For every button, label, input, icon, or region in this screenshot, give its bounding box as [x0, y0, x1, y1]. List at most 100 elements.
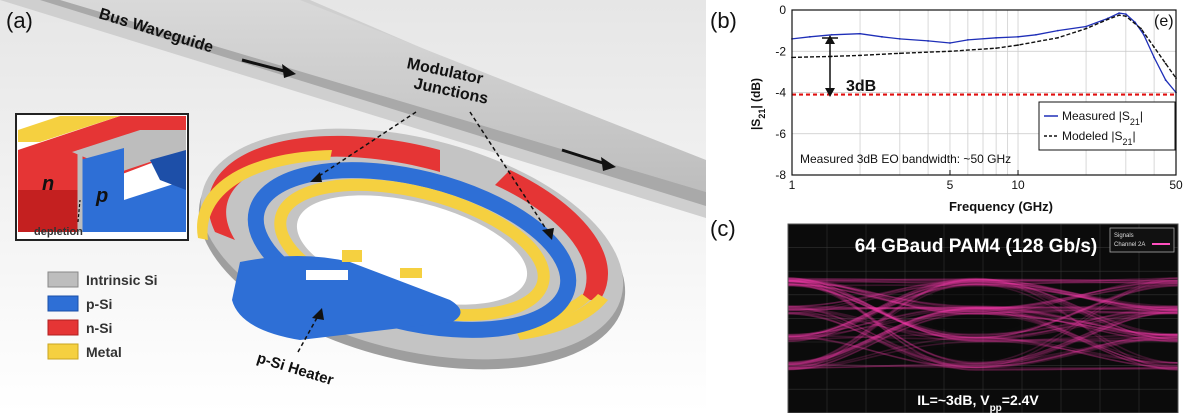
- inset-depletion-label: depletion: [34, 226, 83, 238]
- legend-swatch-p-si: [47, 295, 79, 312]
- eye-trace: [787, 277, 1179, 364]
- eye-trace: [787, 312, 1179, 338]
- eye-trace: [787, 278, 1179, 370]
- legend-p-si: p-Si: [86, 296, 112, 312]
- panel-c-label: (c): [710, 216, 736, 241]
- eye-trace: [787, 283, 1179, 315]
- eye-trace: [787, 277, 1179, 342]
- eye-trace: [787, 308, 1179, 340]
- eye-trace: [787, 278, 1179, 282]
- measured-point: [1124, 13, 1127, 16]
- eye-trace: [787, 279, 1179, 366]
- eye-trace: [787, 308, 1179, 368]
- x-axis-label: Frequency (GHz): [949, 199, 1053, 214]
- eye-trace: [787, 280, 1179, 339]
- svg-text:Signals: Signals: [1114, 233, 1134, 239]
- measured-point: [1085, 25, 1087, 28]
- x-tick-label: 1: [789, 178, 796, 192]
- measured-point: [1118, 12, 1120, 14]
- y-tick-label: -8: [775, 168, 786, 182]
- eye-trace: [787, 277, 1179, 364]
- p-si-heater: [232, 256, 461, 340]
- eye-trace: [787, 283, 1179, 364]
- legend-metal: Metal: [86, 344, 122, 360]
- panel-a-label: (a): [6, 8, 33, 33]
- legend-modeled: Modeled |S21|: [1062, 129, 1136, 147]
- eye-trace: [787, 280, 1179, 311]
- eye-trace: [787, 305, 1179, 368]
- 3db-label: 3dB: [846, 78, 876, 95]
- eye-trace: [787, 283, 1179, 340]
- y-tick-label: 0: [779, 3, 786, 17]
- eye-trace: [787, 279, 1179, 341]
- eye-trace: [787, 281, 1179, 310]
- inset-n-label: n: [42, 173, 54, 195]
- eye-trace: [787, 279, 1179, 314]
- x-tick-label: 10: [1011, 178, 1025, 192]
- panel-b: (b) |S21| (dB) Frequency (GHz) 1 5 10 50 0 -2…: [706, 0, 1188, 215]
- eye-trace: [787, 278, 1179, 311]
- device-illustration: (a) Bus Waveguide Modulator Junctions p-…: [0, 0, 706, 413]
- eye-trace: [787, 305, 1179, 341]
- eye-trace: [787, 277, 1179, 315]
- eye-trace: [787, 282, 1179, 364]
- eye-trace: [787, 283, 1179, 312]
- measured-point: [927, 40, 929, 42]
- modeled-point: [1107, 18, 1109, 21]
- eye-trace: [787, 308, 1179, 370]
- measured-point: [966, 39, 969, 41]
- eye-opening: [932, 289, 1020, 303]
- y-tick-label: -2: [775, 44, 786, 58]
- panel-b-label: (b): [710, 8, 737, 33]
- eye-trace: [787, 307, 1179, 366]
- eye-trace: [787, 278, 1179, 311]
- eye-trace: [787, 283, 1179, 364]
- legend-swatch-metal: [47, 343, 79, 360]
- modeled-point: [1140, 27, 1142, 30]
- panel-c: (c) 64 GBaud PAM4 (128 Gb/s) Signals Cha…: [706, 212, 1188, 414]
- eye-trace: [787, 280, 1179, 337]
- legend-measured: Measured |S21|: [1062, 109, 1143, 127]
- bus-waveguide-shadow: [0, 0, 706, 218]
- measured-point: [808, 35, 811, 38]
- series-modeled: [791, 14, 1177, 79]
- eye-trace: [787, 311, 1179, 371]
- eye-trace: [787, 277, 1179, 284]
- measured-point: [1017, 35, 1019, 38]
- x-tick-label: 50: [1169, 178, 1183, 192]
- eye-trace: [787, 278, 1179, 369]
- eye-trace: [787, 282, 1179, 339]
- y-tick-label: -6: [775, 127, 786, 141]
- modeled-point: [1153, 46, 1155, 49]
- measured-point: [898, 37, 901, 40]
- eye-trace: [787, 280, 1179, 369]
- eye-opening: [932, 345, 1020, 359]
- y-axis-label: |S21| (dB): [749, 78, 767, 130]
- chart-legend: Measured |S21| Modeled |S21|: [1038, 101, 1176, 151]
- measured-point: [949, 42, 951, 44]
- eye-trace: [787, 310, 1179, 367]
- eye-trace: [787, 306, 1179, 311]
- eye-trace: [787, 281, 1179, 314]
- measured-point: [1056, 29, 1059, 32]
- eye-trace: [787, 306, 1179, 368]
- eye-trace: [787, 305, 1179, 364]
- eye-trace: [787, 279, 1179, 341]
- legend-swatch-intrinsic: [47, 271, 79, 288]
- eye-trace: [787, 278, 1179, 338]
- modeled-point: [1085, 27, 1087, 30]
- legend-intrinsic-si: Intrinsic Si: [86, 272, 158, 288]
- eye-trace: [787, 339, 1179, 371]
- eye-trace: [787, 281, 1179, 338]
- eye-trace: [787, 309, 1179, 366]
- eye-trace: [787, 307, 1179, 365]
- light-direction-arrow: [241, 58, 296, 78]
- series-measured: [791, 12, 1177, 93]
- modeled-point: [1056, 36, 1059, 39]
- eye-trace: [787, 284, 1179, 369]
- eye-trace: [787, 281, 1179, 337]
- light-direction-arrow: [561, 148, 616, 171]
- eye-trace: [787, 279, 1179, 343]
- eye-trace: [787, 280, 1179, 340]
- eye-trace: [787, 279, 1179, 312]
